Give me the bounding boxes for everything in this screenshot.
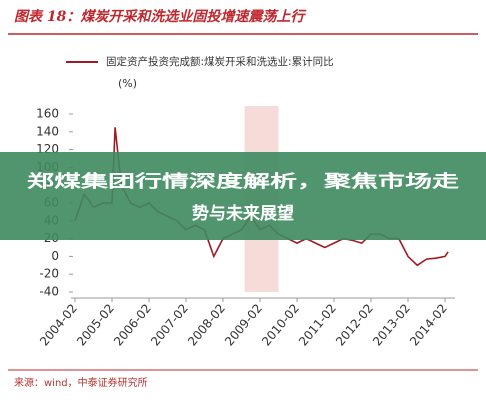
y-tick-label: 0 [51,249,59,263]
banner-line: 郑煤集团行情深度解析，聚焦市场走 [27,171,459,192]
y-tick-label: -20 [39,267,59,281]
x-tick-label: 2008-02 [185,301,228,348]
x-tick-label: 2006-02 [111,301,154,348]
x-tick-label: 2007-02 [148,301,191,348]
unit-label: (%) [118,77,137,90]
x-tick-label: 2013-02 [370,301,413,348]
x-tick-label: 2009-02 [222,301,265,348]
y-tick-label: -40 [39,285,59,299]
legend-label: 固定资产投资完成额:煤炭开采和洗选业:累计同比 [106,55,334,68]
x-tick-label: 2011-02 [296,301,339,348]
chart-title: 图表 18：煤炭开采和洗选业固投增速震荡上行 [14,8,307,25]
banner-line: 势与未来展望 [192,203,294,224]
x-tick-label: 2005-02 [74,301,117,348]
x-tick-label: 2004-02 [37,301,80,348]
x-tick-label: 2010-02 [259,301,302,348]
y-tick-label: 140 [36,124,59,138]
y-tick-label: 160 [36,107,59,121]
x-tick-label: 2012-02 [333,301,376,348]
x-tick-label: 2014-02 [407,301,450,348]
banner [0,152,486,240]
source: 来源：wind，中泰证券研究所 [14,376,148,389]
